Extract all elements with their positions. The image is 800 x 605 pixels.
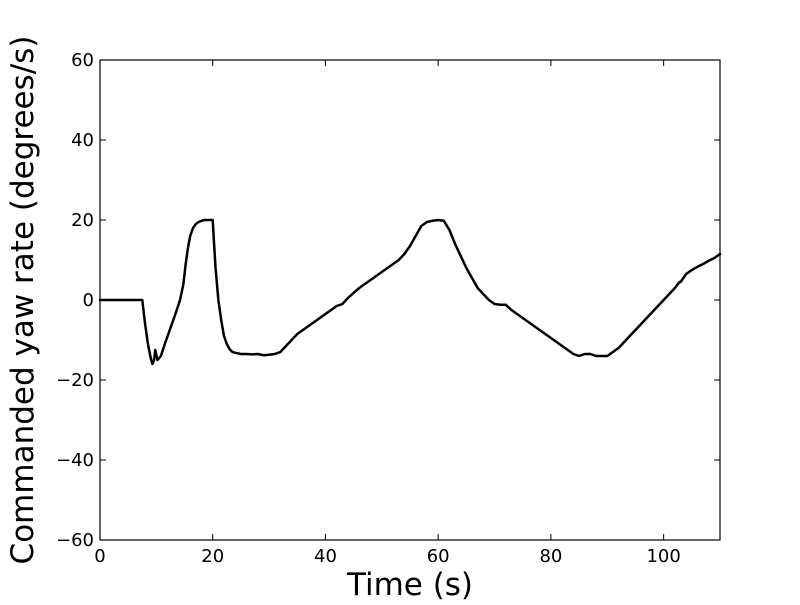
y-tick-label: −40	[56, 450, 94, 471]
ticks-layer	[99, 59, 720, 541]
x-tick-label: 60	[427, 546, 450, 567]
series-layer	[98, 218, 722, 366]
plot-frame	[99, 59, 721, 541]
tick-labels-layer: 0 20 40 60 80 100 −60 −40 −20 0 20 40 60	[56, 50, 681, 567]
y-tick-label: 40	[71, 130, 94, 151]
y-tick-label: 0	[83, 290, 94, 311]
y-tick-label: −20	[56, 370, 94, 391]
y-tick-label: 60	[71, 50, 94, 71]
x-tick-label: 100	[646, 546, 680, 567]
series-line	[98, 218, 722, 366]
x-tick-label: 80	[539, 546, 562, 567]
y-tick-label: 20	[71, 210, 94, 231]
x-tick-label: 0	[94, 546, 105, 567]
y-tick-label: −60	[56, 530, 94, 551]
x-tick-label: 20	[201, 546, 224, 567]
x-tick-label: 40	[314, 546, 337, 567]
y-axis-label: Commanded yaw rate (degrees/s)	[5, 36, 41, 565]
x-axis-label: Time (s)	[346, 567, 473, 600]
